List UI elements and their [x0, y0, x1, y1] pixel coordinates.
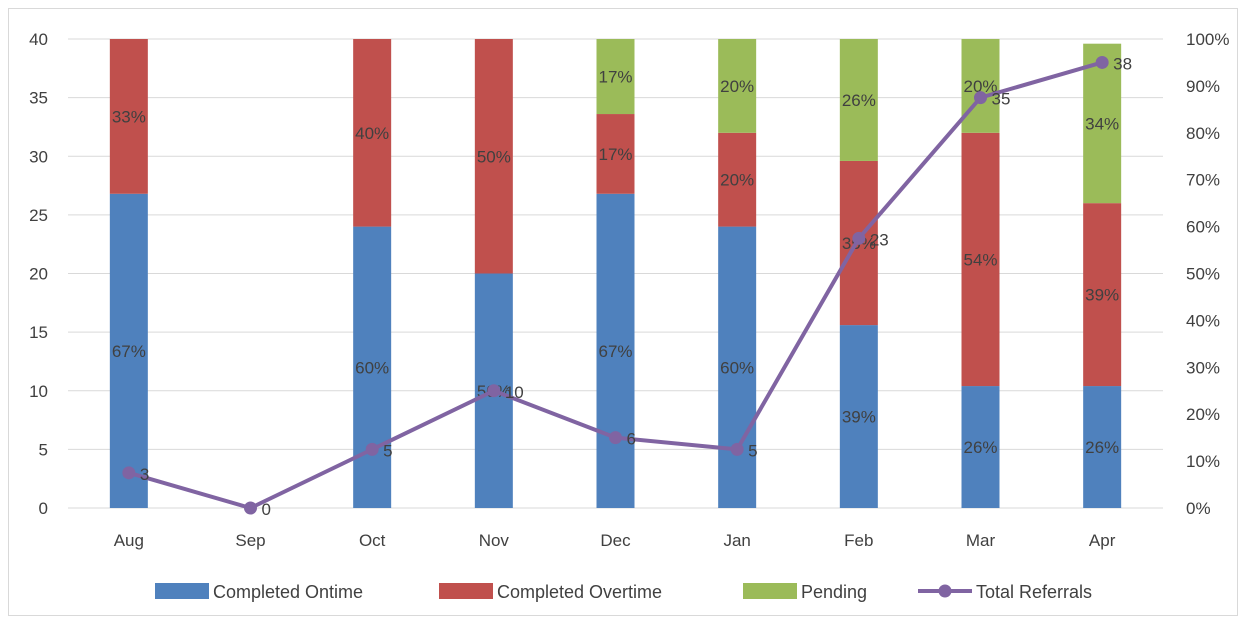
bar-data-label: 67%: [598, 342, 632, 361]
bar-data-label: 26%: [842, 91, 876, 110]
legend-swatch: [439, 583, 493, 599]
line-data-label: 5: [748, 441, 757, 460]
y-left-tick-label: 5: [39, 440, 48, 459]
y-right-tick-label: 30%: [1186, 358, 1220, 377]
line-point: [487, 384, 501, 398]
bar-data-label: 60%: [720, 358, 754, 377]
bar-data-label: 17%: [598, 68, 632, 87]
legend-swatch: [155, 583, 209, 599]
y-left-tick-label: 35: [29, 89, 48, 108]
y-left-tick-label: 25: [29, 206, 48, 225]
y-right-tick-label: 100%: [1186, 30, 1229, 49]
line-data-label: 38: [1113, 54, 1132, 73]
line-point: [122, 466, 136, 480]
line-point: [852, 231, 866, 245]
bar-segment: [718, 39, 757, 133]
bar-segment: [961, 39, 1000, 133]
x-tick-label: Aug: [114, 531, 144, 550]
bar-data-label: 54%: [963, 250, 997, 269]
y-right-tick-label: 40%: [1186, 311, 1220, 330]
line-point: [365, 442, 379, 456]
bar-segment: [353, 226, 392, 508]
bar-data-label: 20%: [720, 171, 754, 190]
line-point: [1095, 55, 1109, 69]
line-data-label: 23: [870, 230, 889, 249]
bar-segment: [839, 325, 878, 508]
line-data-label: 5: [383, 441, 392, 460]
bar-segment: [1083, 43, 1122, 204]
line-point: [974, 91, 987, 105]
line-data-label: 3: [140, 465, 149, 484]
x-tick-label: Jan: [723, 531, 750, 550]
bar-segment: [353, 39, 392, 227]
legend-label: Completed Overtime: [497, 582, 662, 602]
line-data-label: 0: [262, 500, 271, 519]
x-tick-label: Nov: [479, 531, 510, 550]
x-tick-label: Apr: [1089, 531, 1116, 550]
y-left-tick-label: 40: [29, 30, 48, 49]
bar-data-label: 20%: [720, 77, 754, 96]
x-tick-label: Oct: [359, 531, 386, 550]
bar-data-label: 39%: [842, 408, 876, 427]
bar-data-label: 34%: [1085, 114, 1119, 133]
y-right-tick-label: 0%: [1186, 499, 1211, 518]
x-tick-label: Mar: [966, 531, 996, 550]
bar-segment: [1083, 203, 1122, 387]
y-right-tick-label: 60%: [1186, 218, 1220, 237]
bar-segment: [596, 193, 635, 508]
y-right-tick-label: 50%: [1186, 265, 1220, 284]
bar-segment: [1083, 386, 1122, 508]
y-right-tick-label: 80%: [1186, 124, 1220, 143]
bar-data-label: 60%: [355, 358, 389, 377]
bar-segment: [718, 226, 757, 508]
bar-segment: [109, 39, 148, 194]
bar-data-label: 40%: [355, 124, 389, 143]
legend-label: Completed Ontime: [213, 582, 363, 602]
bar-data-label: 17%: [598, 145, 632, 164]
bar-data-label: 39%: [1085, 286, 1119, 305]
y-left-tick-label: 10: [29, 382, 48, 401]
y-right-tick-label: 90%: [1186, 77, 1220, 96]
line-data-label: 6: [627, 430, 636, 449]
bar-segment: [961, 386, 1000, 508]
bar-segment: [718, 132, 757, 227]
bar-data-label: 50%: [477, 147, 511, 166]
y-left-tick-label: 30: [29, 147, 48, 166]
y-right-tick-label: 20%: [1186, 405, 1220, 424]
line-point: [730, 442, 744, 456]
line-data-label: 35: [992, 90, 1011, 109]
bar-segment: [596, 114, 635, 194]
legend-label: Pending: [801, 582, 867, 602]
x-tick-label: Dec: [600, 531, 631, 550]
bar-segment: [961, 132, 1000, 387]
y-left-tick-label: 0: [39, 499, 48, 518]
bar-segment: [839, 39, 878, 161]
bar-data-label: 33%: [112, 107, 146, 126]
bar-data-label: 67%: [112, 342, 146, 361]
x-tick-label: Sep: [235, 531, 265, 550]
line-point: [244, 501, 257, 515]
bar-segment: [474, 39, 513, 274]
bar-data-label: 20%: [963, 77, 997, 96]
legend-point-marker: [938, 584, 952, 598]
bar-data-label: 26%: [1085, 438, 1119, 457]
bar-segment: [109, 193, 148, 508]
legend-label: Total Referrals: [976, 582, 1092, 602]
line-point: [609, 431, 622, 445]
y-right-tick-label: 10%: [1186, 452, 1220, 471]
x-tick-label: Feb: [844, 531, 873, 550]
y-right-tick-label: 70%: [1186, 171, 1220, 190]
y-left-tick-label: 15: [29, 323, 48, 342]
line-data-label: 10: [505, 383, 524, 402]
y-left-tick-label: 20: [29, 265, 48, 284]
legend-swatch: [743, 583, 797, 599]
bar-data-label: 26%: [963, 438, 997, 457]
bar-segment: [596, 39, 635, 115]
